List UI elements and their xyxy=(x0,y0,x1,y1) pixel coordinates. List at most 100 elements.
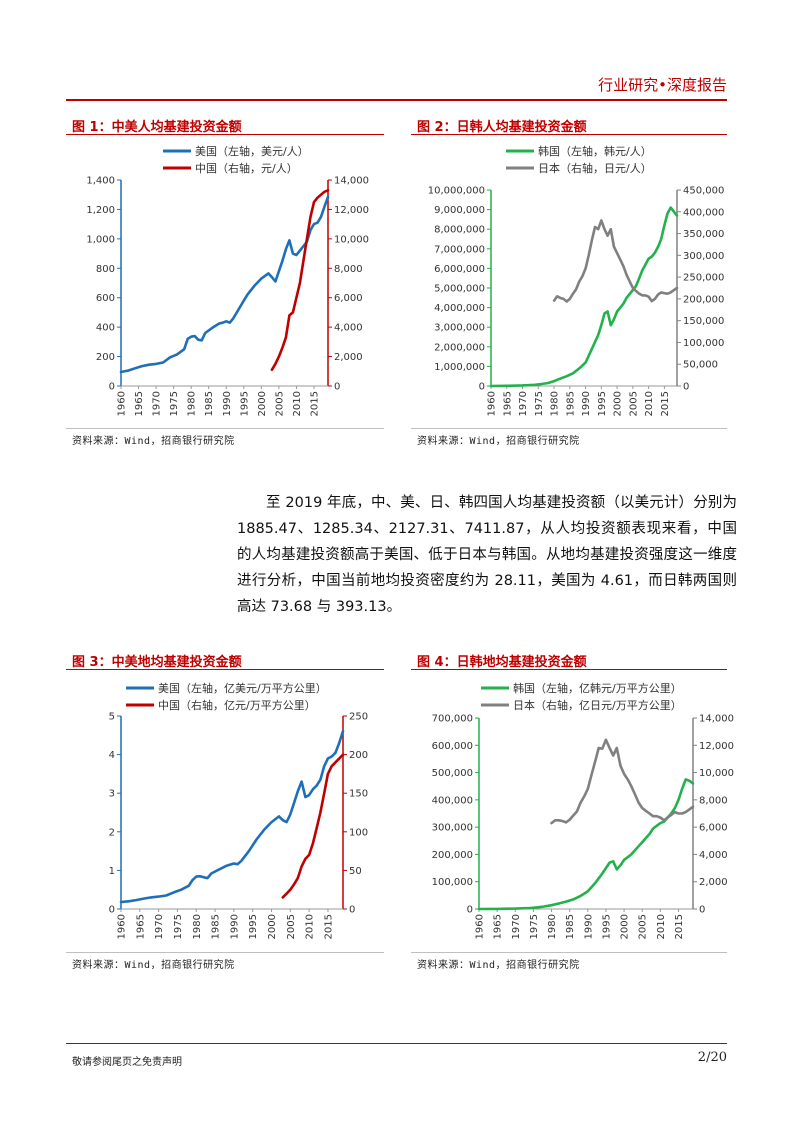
chart4-x-tick-label: 1985 xyxy=(565,914,576,939)
figure-2-chart: 0 1,000,000 2,000,000 3,000,000 4,000,000 5,0… xyxy=(428,144,725,416)
chart2-left-tick-label: 3,000,000 xyxy=(434,323,485,334)
chart3-left-tick-label: 1 xyxy=(109,866,115,877)
chart4-left-tick-label: 600,000 xyxy=(432,741,473,752)
chart2-legend-label-1: 韩国（左轴，韩元/人） xyxy=(538,144,652,158)
chart2-x-tick-label: 1965 xyxy=(502,391,513,416)
chart4-right-tick-label: 14,000 xyxy=(699,714,734,725)
chart2-right-tick-label: 50,000 xyxy=(683,360,718,371)
chart2-legend-label-2: 日本（右轴，日元/人） xyxy=(538,161,652,175)
report-header-title: 行业研究•深度报告 xyxy=(598,76,727,94)
chart1-series-line-2 xyxy=(270,188,330,372)
chart1-left-tick-label: 0 xyxy=(109,382,115,393)
chart2-right-tick-label: 100,000 xyxy=(683,338,724,349)
footer-divider xyxy=(66,1043,727,1044)
chart2-left-tick-label: 2,000,000 xyxy=(434,342,485,353)
chart3-x-tick-label: 1980 xyxy=(192,914,203,939)
chart1-right-tick-label: 4,000 xyxy=(334,323,363,334)
chart2-left-tick-label: 1,000,000 xyxy=(434,362,485,373)
chart4-x-tick-label: 1980 xyxy=(547,914,558,939)
figure-4-title: 图 4：日韩地均基建投资金额 xyxy=(417,655,587,670)
chart4-x-tick-label: 2010 xyxy=(656,914,667,939)
chart3-x-tick-label: 2015 xyxy=(323,914,334,939)
chart2-right-tick-label: 300,000 xyxy=(683,251,724,262)
figure-2-source-rule xyxy=(411,428,727,429)
chart1-right-tick-label: 14,000 xyxy=(334,176,369,187)
chart2-x-tick-label: 1980 xyxy=(550,391,561,416)
chart2-x-tick-label: 2010 xyxy=(644,391,655,416)
chart1-legend-label-2: 中国（右轴，元/人） xyxy=(195,161,298,175)
chart4-x-tick-label: 2005 xyxy=(638,914,649,939)
chart1-left-tick-label: 1,400 xyxy=(86,176,115,187)
chart1-x-tick-label: 2010 xyxy=(292,391,303,416)
chart1-x-tick-label: 1960 xyxy=(117,391,128,416)
chart4-x-tick-label: 1990 xyxy=(583,914,594,939)
chart1-legend-label-1: 美国（左轴，美元/人） xyxy=(195,144,309,158)
chart1-left-tick-label: 800 xyxy=(96,264,115,275)
chart4-x-tick-label: 2015 xyxy=(674,914,685,939)
chart2-right-tick-label: 0 xyxy=(683,382,689,393)
chart4-left-tick-label: 300,000 xyxy=(432,823,473,834)
chart1-series-line-1 xyxy=(119,195,330,374)
chart1-right-tick-label: 0 xyxy=(334,382,340,393)
chart4-right-tick-label: 6,000 xyxy=(699,823,728,834)
chart2-left-tick-label: 4,000,000 xyxy=(434,303,485,314)
chart4-left-tick-label: 400,000 xyxy=(432,795,473,806)
chart1-right-tick-label: 12,000 xyxy=(334,205,369,216)
figure-3-rule xyxy=(66,669,384,670)
chart1-right-tick-label: 2,000 xyxy=(334,352,363,363)
chart4-x-tick-label: 1960 xyxy=(475,914,486,939)
chart1-right-tick-label: 8,000 xyxy=(334,264,363,275)
chart2-left-tick-label: 0 xyxy=(479,382,485,393)
figure-2-title: 图 2：日韩人均基建投资金额 xyxy=(417,120,587,135)
chart3-x-tick-label: 2010 xyxy=(305,914,316,939)
chart1-right-tick-label: 6,000 xyxy=(334,293,363,304)
chart4-legend-label-2: 日本（右轴，亿日元/万平方公里） xyxy=(513,698,682,712)
chart1-left-tick-label: 1,000 xyxy=(86,234,115,245)
chart3-left-tick-label: 3 xyxy=(109,789,115,800)
chart3-x-tick-label: 1970 xyxy=(154,914,165,939)
figure-4-chart: 0 100,000 200,000 300,000 400,000 500,000 600,… xyxy=(432,681,734,939)
chart1-x-tick-label: 1990 xyxy=(222,391,233,416)
chart3-right-tick-label: 100 xyxy=(349,827,368,838)
chart4-left-tick-label: 200,000 xyxy=(432,850,473,861)
chart4-legend-label-1: 韩国（左轴，亿韩元/万平方公里） xyxy=(513,681,682,695)
chart3-left-tick-label: 4 xyxy=(109,750,115,761)
chart3-series-line-1 xyxy=(119,729,345,904)
chart3-x-tick-label: 1975 xyxy=(173,914,184,939)
figure-4-rule xyxy=(411,669,727,670)
chart4-right-tick-label: 12,000 xyxy=(699,741,734,752)
chart3-right-tick-label: 50 xyxy=(349,866,362,877)
header-divider xyxy=(66,99,727,101)
chart4-right-tick-label: 4,000 xyxy=(699,850,728,861)
page-number: 2/20 xyxy=(697,1050,727,1065)
chart2-x-tick-label: 1990 xyxy=(581,391,592,416)
figure-1-chart: 0 200 400 600 800 1,000 1,200 1,400 0 2,000 4,000 6… xyxy=(86,144,369,416)
chart1-x-tick-label: 2000 xyxy=(257,391,268,416)
chart3-legend-label-2: 中国（右轴，亿元/万平方公里） xyxy=(158,698,316,712)
chart3-right-tick-label: 200 xyxy=(349,750,368,761)
chart3-x-tick-label: 1960 xyxy=(117,914,128,939)
chart2-x-tick-label: 1985 xyxy=(565,391,576,416)
figure-1-source-rule xyxy=(66,428,384,429)
footer-disclaimer: 敬请参阅尾页之免责声明 xyxy=(72,1057,182,1068)
chart4-left-tick-label: 100,000 xyxy=(432,877,473,888)
chart4-right-tick-label: 10,000 xyxy=(699,768,734,779)
chart4-x-tick-label: 1970 xyxy=(511,914,522,939)
chart2-series-line-2 xyxy=(552,219,679,303)
body-paragraph: 至 2019 年底，中、美、日、韩四国人均基建投资额（以美元计）分别为 1885… xyxy=(237,490,737,620)
chart2-left-tick-label: 8,000,000 xyxy=(434,225,485,236)
chart2-x-tick-label: 1970 xyxy=(518,391,529,416)
chart1-left-tick-label: 400 xyxy=(96,323,115,334)
chart2-right-tick-label: 150,000 xyxy=(683,316,724,327)
figure-4-source: 资料来源：Wind，招商银行研究院 xyxy=(417,960,580,971)
chart4-x-tick-label: 1975 xyxy=(529,914,540,939)
chart2-right-tick-label: 350,000 xyxy=(683,229,724,240)
figure-1-title: 图 1：中美人均基建投资金额 xyxy=(72,120,242,135)
body-paragraph-text: 至 2019 年底，中、美、日、韩四国人均基建投资额（以美元计）分别为 1885… xyxy=(237,495,737,615)
chart2-x-tick-label: 2015 xyxy=(660,391,671,416)
chart4-left-tick-label: 0 xyxy=(467,905,473,916)
chart3-left-tick-label: 2 xyxy=(109,827,115,838)
chart3-x-tick-label: 1985 xyxy=(211,914,222,939)
figure-3-source: 资料来源：Wind，招商银行研究院 xyxy=(72,960,235,971)
